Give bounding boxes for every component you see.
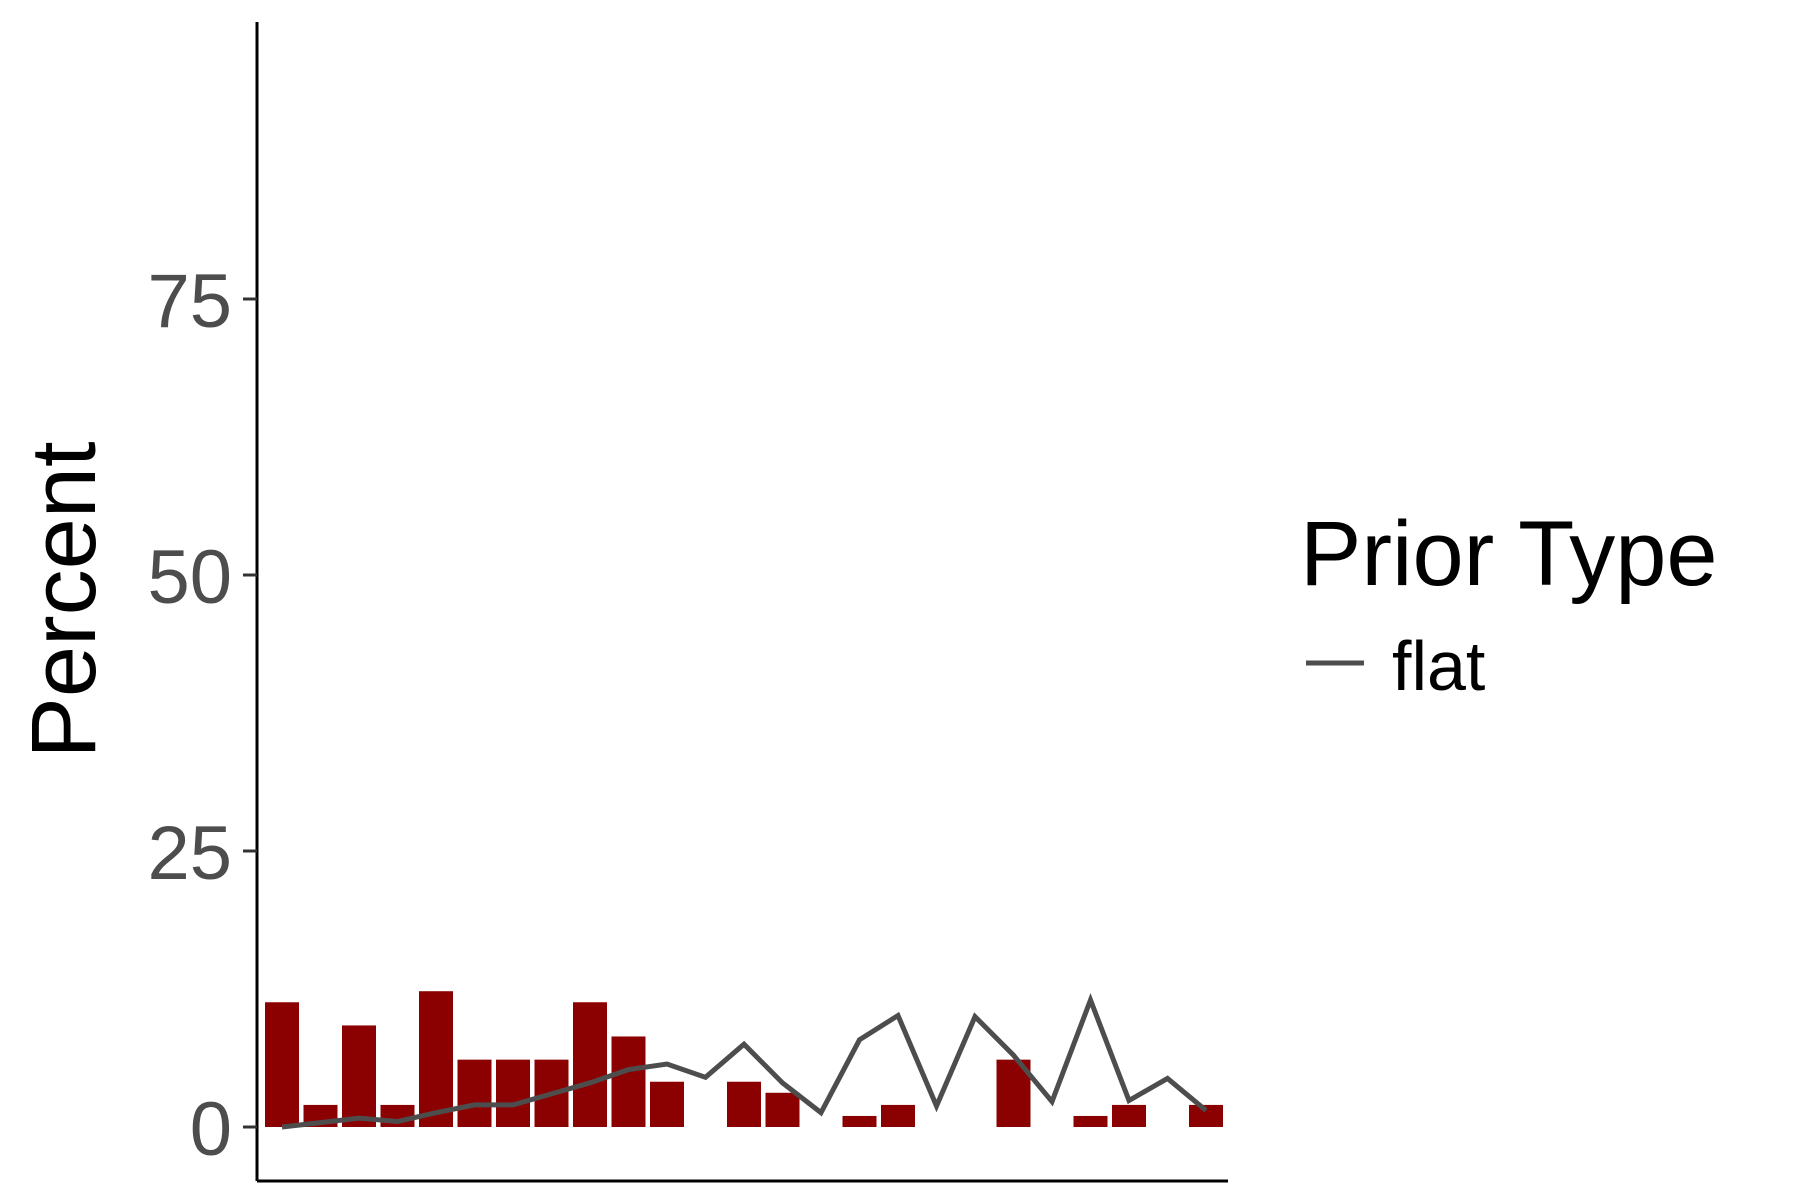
bar-11 [650,1081,684,1127]
bar-23 [1112,1104,1146,1127]
bar-10 [611,1036,646,1127]
bar-16 [842,1115,877,1127]
bar-9 [573,1002,607,1127]
legend: Prior Type flat [1300,503,1718,705]
y-tick-label-25: 25 [147,811,232,896]
bar-14 [765,1092,800,1127]
bars-layer [265,991,1223,1127]
bar-6 [457,1059,492,1127]
y-tick-label-75: 75 [147,259,232,344]
legend-title: Prior Type [1300,503,1718,605]
bar-22 [1073,1115,1108,1127]
line-layer [281,993,1208,1130]
y-axis-title: Percent [13,441,115,758]
y-tick-label-50: 50 [147,535,232,620]
bar-1 [265,1002,299,1127]
series-line-flat [281,993,1208,1130]
y-ticks: 0 25 50 75 [147,259,257,1172]
bar-13 [727,1081,761,1127]
axes [255,22,1228,1183]
bar-3 [342,1025,376,1127]
bar-25 [1189,1104,1223,1127]
y-tick-label-0: 0 [190,1087,232,1172]
legend-label-flat: flat [1392,627,1485,705]
bar-7 [496,1059,530,1127]
bar-5 [419,991,453,1127]
bar-17 [881,1104,915,1127]
